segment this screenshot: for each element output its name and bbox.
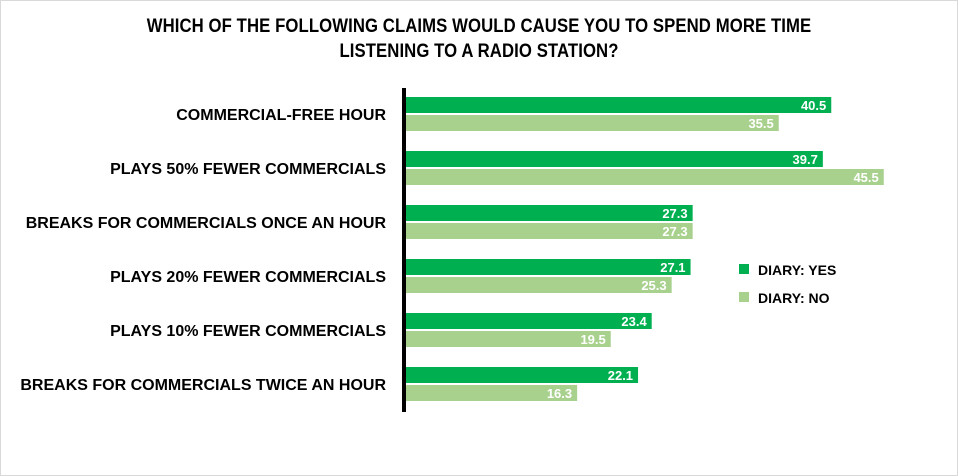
data-label: 27.1 [660,260,685,275]
chart-title-line-2: LISTENING TO A RADIO STATION? [339,41,619,62]
legend-label: DIARY: NO [758,290,830,306]
data-label: 27.3 [662,206,687,221]
bar-diary-yes [406,97,832,113]
legend-label: DIARY: YES [758,262,836,278]
chart-title: WHICH OF THE FOLLOWING CLAIMS WOULD CAUS… [57,14,900,64]
bar-diary-no [406,115,779,131]
data-label: 35.5 [748,116,773,131]
data-label: 45.5 [853,170,878,185]
bar-diary-yes [406,259,691,275]
chart-title-line-1: WHICH OF THE FOLLOWING CLAIMS WOULD CAUS… [146,16,812,37]
legend-swatch [739,264,749,274]
y-axis-line [402,88,406,412]
data-label: 40.5 [801,98,826,113]
data-label: 39.7 [793,152,818,167]
bar-diary-yes [406,313,652,329]
bar-diary-no [406,223,693,239]
data-label: 16.3 [547,386,572,401]
bar-diary-no [406,331,611,347]
category-label: BREAKS FOR COMMERCIALS ONCE AN HOUR [26,215,387,232]
data-label: 25.3 [641,278,666,293]
category-label: PLAYS 20% FEWER COMMERCIALS [110,269,386,286]
data-label: 22.1 [608,368,633,383]
category-label: COMMERCIAL-FREE HOUR [176,107,386,124]
legend-swatch [739,292,749,302]
bar-diary-no [406,169,884,185]
category-label: PLAYS 10% FEWER COMMERCIALS [110,323,386,340]
category-label: PLAYS 50% FEWER COMMERCIALS [110,161,386,178]
bar-diary-yes [406,205,693,221]
data-label: 23.4 [621,314,647,329]
bar-diary-yes [406,367,639,383]
data-label: 19.5 [580,332,605,347]
bar-diary-no [406,277,672,293]
bar-diary-no [406,385,578,401]
bar-diary-yes [406,151,823,167]
data-label: 27.3 [662,224,687,239]
category-label: BREAKS FOR COMMERCIALS TWICE AN HOUR [20,377,386,394]
